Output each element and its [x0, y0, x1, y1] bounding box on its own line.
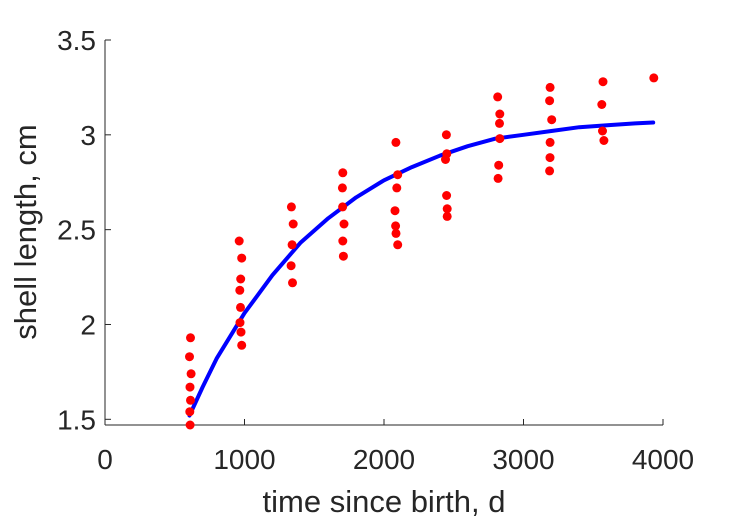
data-point — [286, 202, 296, 212]
data-point — [545, 137, 555, 147]
data-point — [493, 92, 503, 102]
data-point — [442, 211, 452, 221]
data-point — [495, 134, 505, 144]
data-point — [339, 219, 349, 229]
data-point — [442, 191, 452, 200]
data-point — [288, 278, 297, 288]
data-point — [441, 155, 450, 164]
data-point — [237, 340, 247, 350]
data-point — [597, 100, 607, 109]
data-point — [545, 82, 555, 92]
data-point — [649, 73, 659, 83]
data-point — [235, 318, 245, 328]
data-point — [337, 183, 347, 193]
data-point — [185, 420, 195, 430]
data-point — [545, 96, 555, 106]
data-point — [237, 253, 247, 263]
data-point — [338, 251, 348, 261]
data-point — [493, 173, 503, 183]
data-point — [286, 261, 296, 271]
x-tick-label: 0 — [97, 444, 113, 475]
data-point — [236, 302, 245, 312]
y-tick-label: 2.5 — [57, 215, 96, 246]
data-point — [598, 126, 607, 136]
data-point — [185, 382, 195, 392]
axes: 0 1000 2000 3000 4000 1.5 2 2.5 3 3.5 — [57, 25, 694, 475]
data-point — [236, 327, 246, 337]
data-point — [235, 285, 245, 295]
fit-curve-layer — [187, 120, 656, 418]
y-tick-label: 1.5 — [57, 404, 96, 435]
data-point — [392, 183, 402, 193]
data-point — [547, 115, 557, 125]
data-point — [495, 118, 504, 128]
y-tick-label: 3 — [80, 120, 96, 151]
data-point — [391, 228, 401, 238]
x-tick-label: 3000 — [492, 444, 554, 475]
data-point — [545, 153, 555, 163]
data-point — [234, 236, 244, 246]
data-point — [186, 395, 195, 405]
x-tick-label: 2000 — [353, 444, 415, 475]
data-points-layer — [185, 73, 659, 430]
data-point — [599, 136, 609, 145]
data-point — [186, 333, 195, 343]
data-point — [390, 206, 400, 216]
y-axis-label: shell length, cm — [8, 124, 43, 339]
data-point — [598, 77, 608, 87]
data-point — [236, 274, 246, 284]
data-point — [391, 137, 401, 147]
data-point — [441, 130, 451, 140]
data-point — [287, 240, 297, 250]
y-tick-label: 2 — [80, 309, 96, 340]
data-point — [495, 109, 505, 119]
x-tick-label: 1000 — [213, 444, 275, 475]
data-point — [545, 166, 555, 176]
data-point — [393, 240, 403, 250]
data-point — [391, 221, 401, 231]
y-tick-label: 3.5 — [57, 25, 96, 56]
data-point — [442, 204, 452, 214]
data-point — [338, 236, 348, 246]
x-axis-label: time since birth, d — [263, 484, 506, 519]
data-point — [185, 407, 195, 417]
data-point — [393, 170, 403, 180]
data-point — [494, 160, 504, 170]
fit-curve — [187, 120, 656, 418]
data-point — [186, 369, 196, 379]
data-point — [185, 352, 194, 362]
data-point — [338, 168, 348, 178]
x-tick-label: 4000 — [632, 444, 694, 475]
data-point — [338, 202, 348, 212]
data-point — [288, 219, 298, 229]
